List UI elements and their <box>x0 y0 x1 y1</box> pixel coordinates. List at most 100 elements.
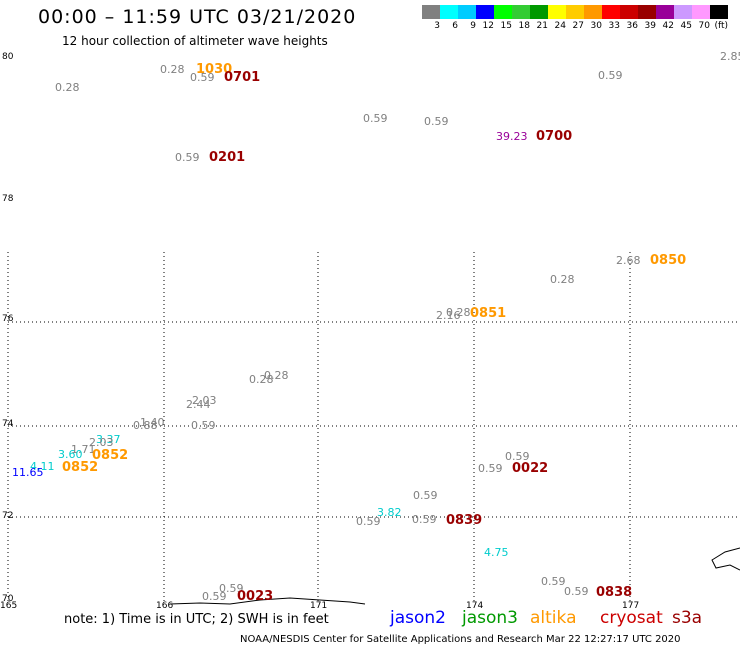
wave-height-value: 39.23 <box>496 130 528 143</box>
pass-time-label: 0201 <box>209 150 245 165</box>
legend-swatch <box>494 5 512 19</box>
legend-tick-label: 42 <box>662 21 674 31</box>
wave-height-value: 4.75 <box>484 546 509 559</box>
wave-height-value: 0.59 <box>219 582 244 595</box>
satellite-jason3: jason3 <box>462 608 518 628</box>
legend-tick-label: 27 <box>572 21 584 31</box>
color-legend-ticks: 3 6 9 12 15 18 21 24 27 30 33 36 39 42 45 70 (ft) <box>422 21 728 31</box>
pass-time-label: 0023 <box>237 589 273 604</box>
satellite-jason2: jason2 <box>390 608 446 628</box>
wave-height-value: 0.28 <box>249 373 274 386</box>
longitude-label: 165 <box>0 601 17 611</box>
legend-tick-label: 24 <box>554 21 566 31</box>
satellite-s3a: s3a <box>672 608 703 628</box>
legend-tick-label: 6 <box>452 21 458 31</box>
pass-time-label: 0852 <box>92 448 128 463</box>
legend-tick-label: 39 <box>644 21 656 31</box>
satellite-cryosat: cryosat <box>600 608 663 628</box>
legend-swatch <box>476 5 494 19</box>
legend-swatch <box>674 5 692 19</box>
legend-tick-label: 33 <box>608 21 620 31</box>
pass-time-label: 0850 <box>650 253 686 268</box>
latitude-label: 76 <box>2 314 14 324</box>
wave-height-value: 0.59 <box>191 419 216 432</box>
wave-height-value: 0.59 <box>541 575 566 588</box>
wave-height-value: 3.60 <box>58 448 83 461</box>
wave-height-value: 0.59 <box>413 489 438 502</box>
pass-time-label: 0022 <box>512 461 548 476</box>
wave-height-value: 4.11 <box>30 460 55 473</box>
legend-swatch <box>566 5 584 19</box>
graticule <box>7 252 740 604</box>
legend-swatch <box>422 5 440 19</box>
legend-swatch <box>530 5 548 19</box>
pass-time-label: 0701 <box>224 70 260 85</box>
longitude-label: 174 <box>466 601 483 611</box>
wave-height-value: 0.59 <box>356 515 381 528</box>
longitude-label: 171 <box>310 601 327 611</box>
wave-height-value: 2.16 <box>436 309 461 322</box>
wave-height-value: 11.65 <box>12 466 44 479</box>
latitude-label: 70 <box>2 594 14 604</box>
pass-time-label: 0851 <box>470 306 506 321</box>
legend-tick-label: 21 <box>536 21 548 31</box>
wave-height-value: 0.59 <box>424 115 449 128</box>
legend-tick-label: 30 <box>590 21 602 31</box>
wave-height-value: 2.68 <box>616 254 641 267</box>
wave-height-value: 0.59 <box>598 69 623 82</box>
legend-swatch <box>584 5 602 19</box>
coastline <box>169 547 740 605</box>
wave-height-value: 0.59 <box>478 462 503 475</box>
legend-tick-label: 36 <box>626 21 638 31</box>
coastline-right <box>711 547 740 571</box>
wave-height-value: 0.28 <box>264 369 289 382</box>
wave-height-value: 0.88 <box>133 419 158 432</box>
legend-tick-label: 9 <box>470 21 476 31</box>
legend-swatch <box>440 5 458 19</box>
wave-height-value: 0.59 <box>412 513 437 526</box>
legend-tick-label: 18 <box>518 21 530 31</box>
legend-swatch <box>656 5 674 19</box>
longitude-label: 166 <box>156 601 173 611</box>
pass-time-label: 0839 <box>446 513 482 528</box>
legend-tick-label: 12 <box>482 21 494 31</box>
legend-tick-label: 15 <box>500 21 512 31</box>
latitude-label: 74 <box>2 419 14 429</box>
wave-height-value: 0.59 <box>190 71 215 84</box>
wave-height-value: 1.40 <box>140 416 165 429</box>
footer-credit: NOAA/NESDIS Center for Satellite Applica… <box>240 634 681 645</box>
wave-height-labels: 0.2810300.5907010.280.592.850.590.5939.2… <box>12 50 740 604</box>
wave-height-value: 0.28 <box>446 306 471 319</box>
wave-height-value: 0.28 <box>550 273 575 286</box>
legend-swatch <box>692 5 710 19</box>
pass-time-label: 0838 <box>596 585 632 600</box>
legend-swatch <box>512 5 530 19</box>
wave-height-value: 3.37 <box>96 433 121 446</box>
wave-height-value: 0.59 <box>175 151 200 164</box>
wave-height-value: 0.59 <box>564 585 589 598</box>
map-subtitle: 12 hour collection of altimeter wave hei… <box>62 34 328 48</box>
color-legend <box>422 5 728 19</box>
units-note: note: 1) Time is in UTC; 2) SWH is in fe… <box>64 612 329 627</box>
wave-height-value: 1.71 <box>71 443 96 456</box>
legend-tick-label: 3 <box>434 21 440 31</box>
wave-height-value: 0.59 <box>363 112 388 125</box>
map-title: 00:00 – 11:59 UTC 03/21/2020 <box>38 6 357 28</box>
satellite-altika: altika <box>530 608 577 628</box>
legend-tick-label: 70 <box>698 21 710 31</box>
pass-time-label: 0852 <box>62 460 98 475</box>
legend-swatch <box>458 5 476 19</box>
latitude-label: 80 <box>2 52 14 62</box>
legend-swatch <box>548 5 566 19</box>
wave-height-value: 2.85 <box>720 50 740 63</box>
legend-swatch <box>620 5 638 19</box>
wave-height-value: 0.28 <box>55 81 80 94</box>
latitude-label: 72 <box>2 511 13 521</box>
wave-height-value: 0.59 <box>505 450 530 463</box>
legend-swatch <box>602 5 620 19</box>
wave-height-value: 2.44 <box>186 398 211 411</box>
longitude-label: 177 <box>622 601 639 611</box>
coastline-bottom <box>169 597 366 605</box>
